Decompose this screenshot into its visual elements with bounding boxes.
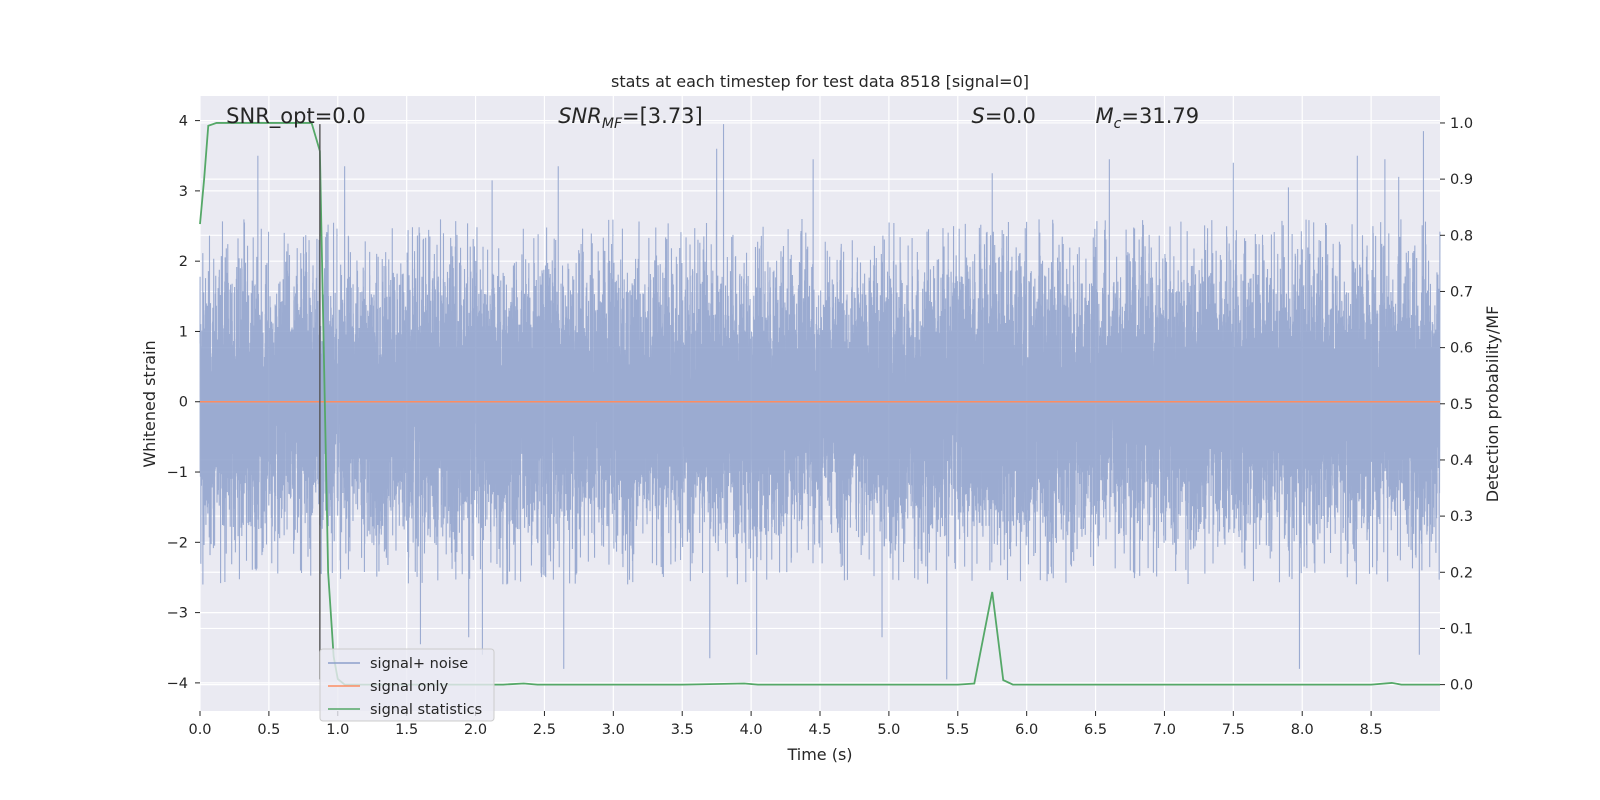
x-tick-label: 4.0 — [740, 722, 763, 738]
x-tick-label: 8.0 — [1291, 722, 1314, 738]
x-tick-label: 3.5 — [671, 722, 694, 738]
legend-box — [319, 648, 495, 722]
legend-label-signal-plus-noise: signal+ noise — [370, 656, 468, 672]
y-axis-right-label: Detection probability/MF — [1483, 306, 1502, 503]
noise-trace — [199, 124, 1441, 680]
y-left-tick-label: 0 — [179, 395, 188, 411]
annotations: SNR_opt=0.0 SNRMF=[3.73] S=0.0 Mc=31.79 — [226, 104, 1199, 132]
x-axis-label: Time (s) — [786, 745, 852, 764]
y-left-tick-label: 4 — [179, 114, 188, 130]
y-right-tick-label: 0.4 — [1450, 453, 1473, 469]
x-axis-ticks: 0.0 0.5 1.0 1.5 2.0 2.5 3.0 3.5 4.0 4.5 5.0 5.5 6.0 6… — [188, 711, 1383, 738]
x-tick-label: 0.0 — [188, 722, 211, 738]
annotation-1: SNRMF=[3.73] — [558, 104, 703, 132]
annotation-3: Mc=31.79 — [1096, 104, 1200, 132]
x-tick-label: 7.0 — [1153, 722, 1176, 738]
y-left-tick-label: −4 — [167, 676, 188, 692]
x-tick-label: 6.0 — [1015, 722, 1038, 738]
y-right-tick-label: 0.9 — [1450, 172, 1473, 188]
x-tick-label: 3.0 — [602, 722, 625, 738]
series-signal-plus-noise — [199, 124, 1441, 680]
y-axis-left-label: Whitened strain — [140, 340, 159, 467]
y-right-tick-label: 0.1 — [1450, 621, 1473, 637]
y-right-tick-label: 1.0 — [1450, 116, 1473, 132]
x-tick-label: 2.5 — [533, 722, 556, 738]
legend-label-signal-only: signal only — [370, 679, 449, 695]
y-left-tick-label: −2 — [167, 535, 188, 551]
series-signal-statistics — [199, 122, 1440, 686]
y-right-tick-label: 0.3 — [1450, 509, 1473, 525]
signal-statistics-line — [199, 122, 1440, 686]
x-tick-label: 0.5 — [257, 722, 280, 738]
y-left-tick-label: −1 — [167, 465, 188, 481]
chart-title: stats at each timestep for test data 851… — [611, 72, 1029, 91]
y-right-tick-label: 0.5 — [1450, 397, 1473, 413]
y-axis-left-ticks: −4 −3 −2 −1 0 1 2 3 4 — [167, 114, 200, 692]
x-tick-label: 6.5 — [1084, 722, 1107, 738]
x-tick-label: 1.0 — [326, 722, 349, 738]
x-tick-label: 5.5 — [946, 722, 969, 738]
y-left-tick-label: 1 — [179, 324, 188, 340]
y-left-tick-label: −3 — [167, 606, 188, 622]
y-left-tick-label: 2 — [179, 254, 188, 270]
x-tick-label: 7.5 — [1222, 722, 1245, 738]
y-right-tick-label: 0.2 — [1450, 565, 1473, 581]
x-tick-label: 5.0 — [877, 722, 900, 738]
y-right-tick-label: 0.6 — [1450, 341, 1473, 357]
y-right-tick-label: 0.0 — [1450, 678, 1473, 694]
y-right-tick-label: 0.7 — [1450, 284, 1473, 300]
x-tick-label: 2.0 — [464, 722, 487, 738]
annotation-0: SNR_opt=0.0 — [226, 104, 366, 129]
y-left-tick-label: 3 — [179, 184, 188, 200]
x-tick-label: 1.5 — [395, 722, 418, 738]
legend: signal+ noise signal only signal statist… — [319, 648, 495, 722]
x-tick-label: 8.5 — [1360, 722, 1383, 738]
annotation-2: S=0.0 — [972, 104, 1036, 128]
legend-label-signal-statistics: signal statistics — [370, 702, 482, 718]
x-tick-label: 4.5 — [808, 722, 831, 738]
y-axis-right-ticks: 0.0 0.1 0.2 0.3 0.4 0.5 0.6 0.7 0.8 0.9 1.0 — [1440, 116, 1473, 694]
y-right-tick-label: 0.8 — [1450, 228, 1473, 244]
